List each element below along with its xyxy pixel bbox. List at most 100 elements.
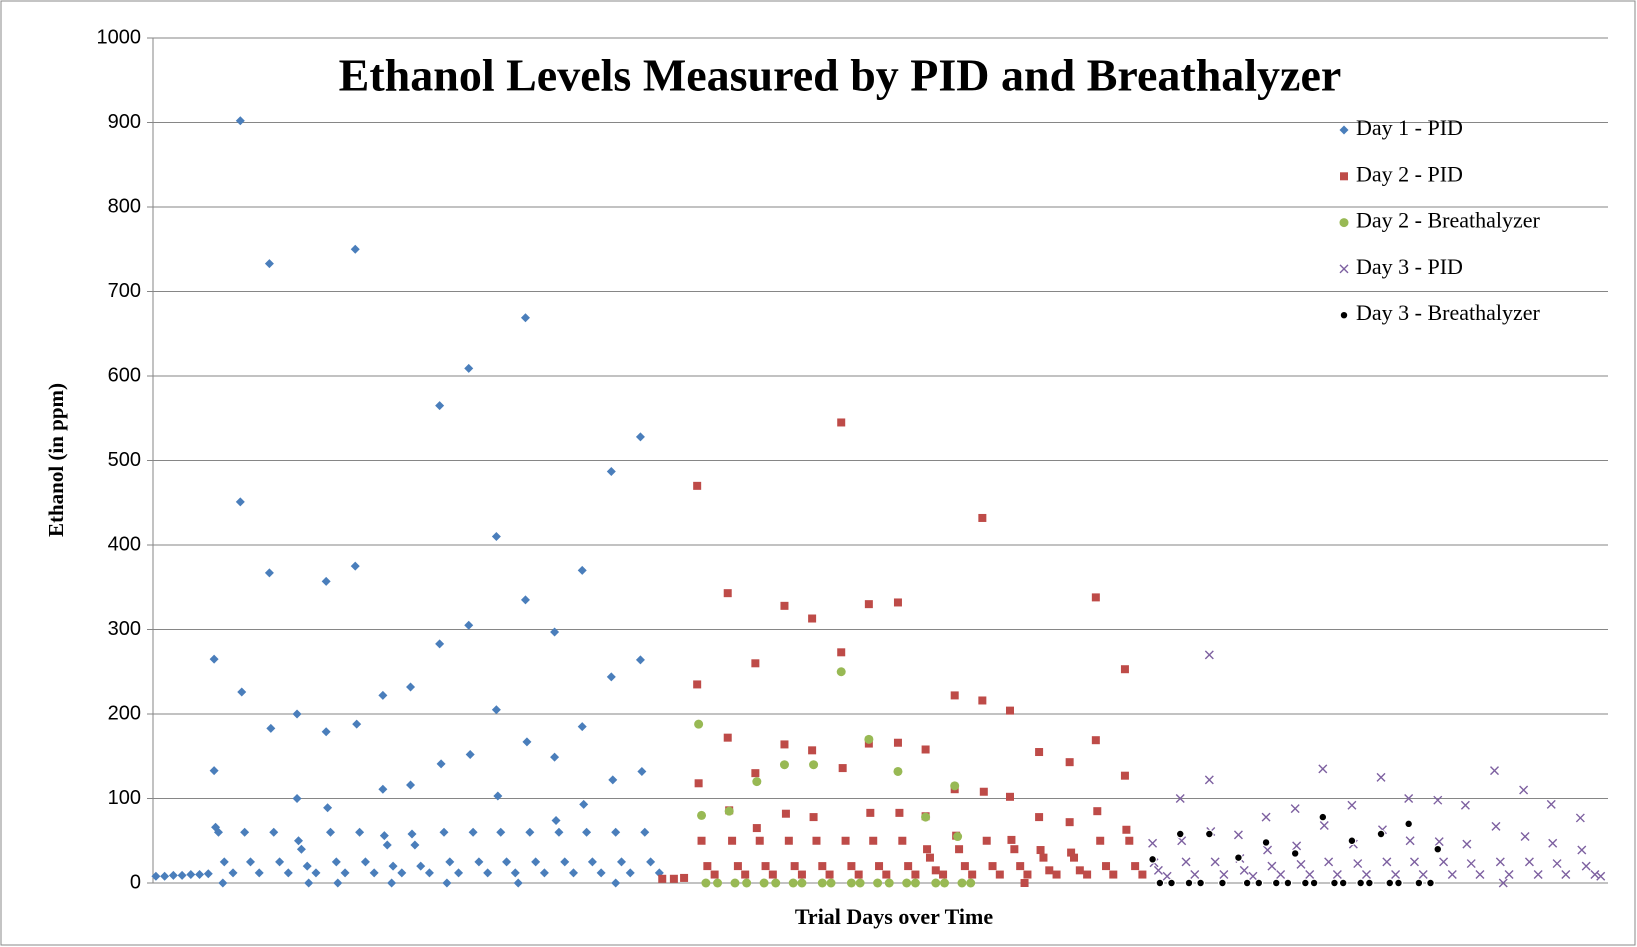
point xyxy=(931,878,941,888)
point xyxy=(1596,871,1606,881)
point xyxy=(1162,871,1172,881)
point xyxy=(701,878,711,888)
point xyxy=(979,787,988,796)
point xyxy=(582,827,592,837)
point xyxy=(1091,593,1100,602)
point xyxy=(522,737,532,747)
point xyxy=(1524,857,1534,867)
point xyxy=(292,794,302,803)
point xyxy=(817,878,827,888)
legend-label: Day 3 - Breathalyzer xyxy=(1356,300,1541,325)
point xyxy=(1120,665,1129,674)
y-axis-title: Ethanol (in ppm) xyxy=(44,383,68,537)
point xyxy=(283,868,293,878)
point xyxy=(442,878,452,888)
point xyxy=(837,648,846,657)
point xyxy=(1035,813,1044,822)
point xyxy=(340,868,350,878)
point xyxy=(1296,859,1306,869)
point xyxy=(1254,878,1264,888)
point xyxy=(752,824,761,833)
point xyxy=(1581,861,1591,871)
point xyxy=(703,862,712,871)
point xyxy=(1109,870,1118,879)
point xyxy=(577,565,587,575)
point xyxy=(237,687,247,697)
point xyxy=(1318,764,1328,774)
point xyxy=(904,862,913,871)
point xyxy=(781,809,790,818)
legend-label: Day 3 - PID xyxy=(1356,254,1463,279)
point xyxy=(950,781,960,791)
point xyxy=(723,589,732,598)
point xyxy=(520,595,530,605)
point xyxy=(177,870,187,880)
point xyxy=(1210,857,1220,867)
point xyxy=(1010,845,1019,854)
point xyxy=(855,878,865,888)
point xyxy=(759,878,769,888)
point xyxy=(1318,812,1328,822)
legend-label: Day 2 - Breathalyzer xyxy=(1356,208,1541,233)
point xyxy=(925,853,934,862)
point xyxy=(1261,812,1271,822)
y-tick-label: 400 xyxy=(108,533,141,555)
point xyxy=(1290,849,1300,858)
point xyxy=(186,870,196,880)
plot-area xyxy=(151,116,1606,888)
point xyxy=(1175,829,1185,839)
point xyxy=(266,723,276,733)
y-tick-label: 100 xyxy=(108,787,141,809)
point xyxy=(646,857,656,867)
point xyxy=(302,861,312,871)
point xyxy=(953,832,963,842)
point xyxy=(1242,878,1252,888)
point xyxy=(235,497,245,507)
point xyxy=(1093,807,1102,816)
legend-marker xyxy=(1339,125,1349,135)
point xyxy=(780,601,789,610)
point xyxy=(751,659,760,668)
point xyxy=(1520,832,1530,842)
point xyxy=(1462,839,1472,849)
point xyxy=(1433,844,1443,854)
point xyxy=(1385,878,1395,888)
point xyxy=(382,840,392,850)
point xyxy=(680,873,689,882)
point xyxy=(724,806,734,816)
point xyxy=(235,116,245,126)
point xyxy=(502,857,512,867)
point xyxy=(1418,870,1428,880)
point xyxy=(551,815,561,825)
legend-label: Day 2 - PID xyxy=(1356,161,1463,186)
point xyxy=(350,244,360,254)
point xyxy=(635,432,645,442)
y-tick-label: 1000 xyxy=(97,26,142,48)
point xyxy=(596,868,606,878)
point xyxy=(424,868,434,878)
y-tick-label: 500 xyxy=(108,449,141,471)
point xyxy=(445,857,455,867)
point xyxy=(378,784,388,794)
point xyxy=(1300,878,1310,888)
point xyxy=(809,760,819,770)
point xyxy=(1196,878,1205,888)
legend-label: Day 1 - PID xyxy=(1356,115,1463,140)
point xyxy=(1361,870,1371,880)
point xyxy=(1292,841,1302,851)
point xyxy=(151,871,161,881)
point xyxy=(379,831,389,841)
point xyxy=(1330,878,1339,888)
point xyxy=(160,871,170,881)
y-tick-label: 200 xyxy=(108,702,141,724)
point xyxy=(1234,853,1243,863)
point xyxy=(525,827,535,837)
point xyxy=(1519,785,1529,795)
point xyxy=(493,791,503,801)
point xyxy=(1490,766,1500,776)
point xyxy=(755,836,764,845)
point xyxy=(240,827,250,837)
point xyxy=(474,857,484,867)
